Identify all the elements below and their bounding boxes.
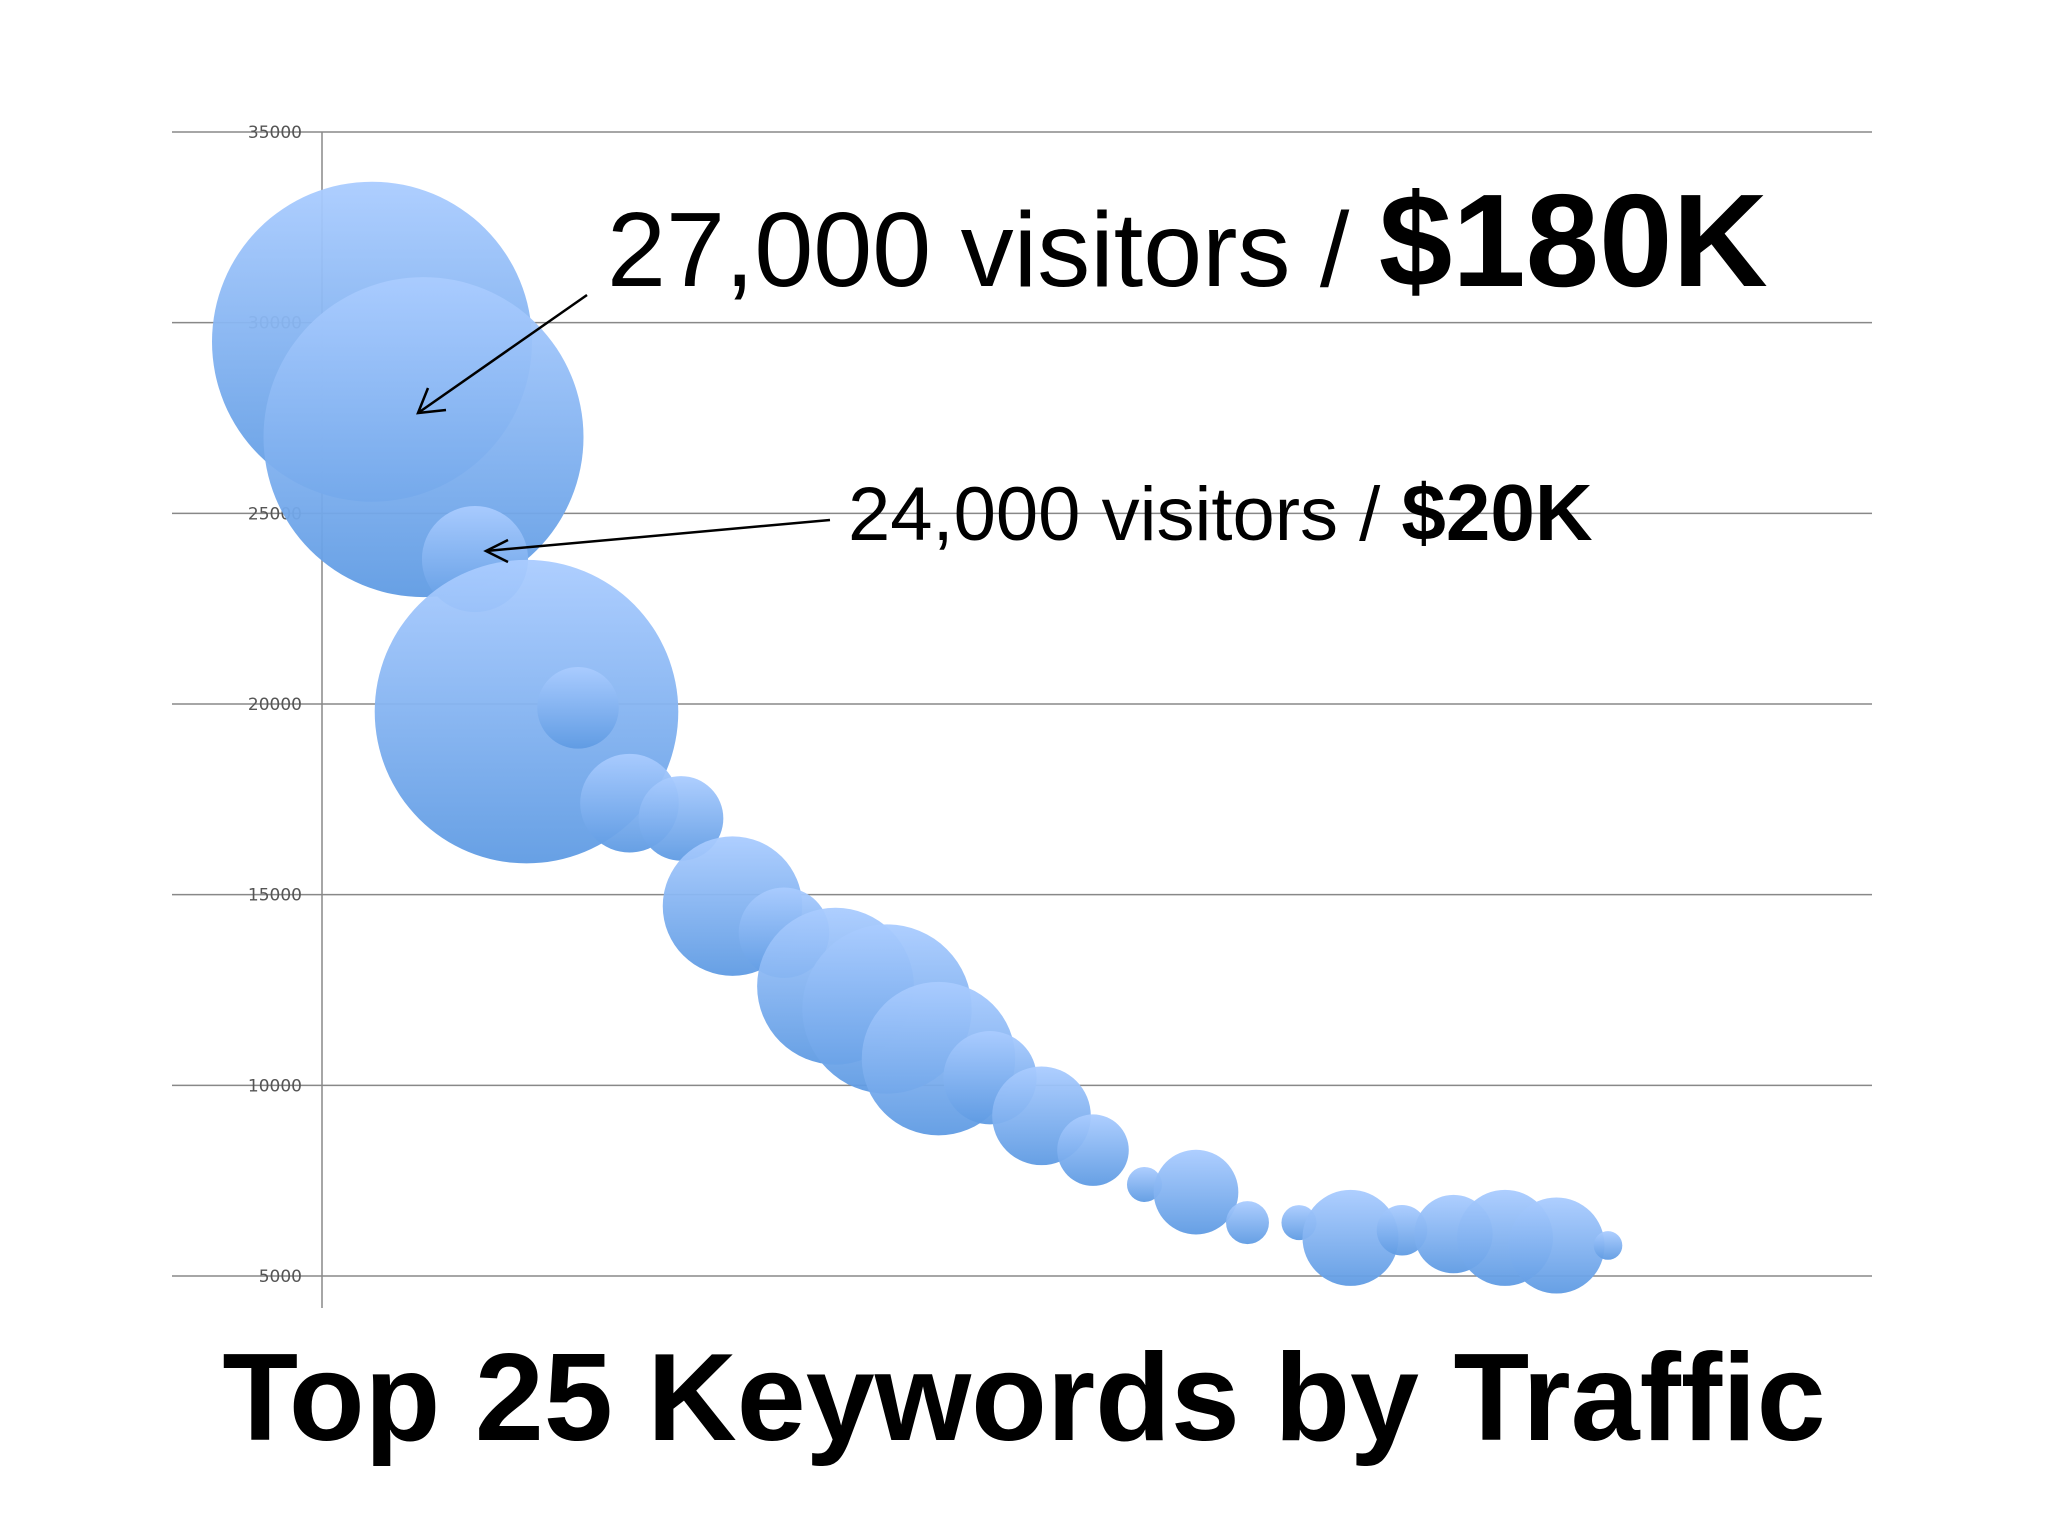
bubble-point-7 [638, 776, 724, 861]
y-tick-label: 15000 [248, 886, 302, 906]
annotation-mid-label: 24,000 visitors / $20K [848, 468, 1593, 557]
annotation-top: 27,000 visitors / $180K [416, 167, 1768, 415]
annotation-top-text: 27,000 visitors / [607, 191, 1379, 309]
bubble-point-15 [1057, 1114, 1129, 1186]
y-tick-label: 5000 [259, 1267, 302, 1287]
annotation-top-label: 27,000 visitors / $180K [607, 167, 1768, 314]
bubble-point-25 [1593, 1231, 1623, 1260]
annotation-mid-arrow [483, 518, 831, 564]
annotation-mid: 24,000 visitors / $20K [483, 468, 1593, 564]
bubble-point-5 [537, 667, 619, 749]
bubble-series [212, 181, 1623, 1294]
annotation-mid-text: 24,000 visitors / [848, 472, 1401, 557]
annotation-top-value: $180K [1379, 167, 1768, 314]
annotation-mid-value: $20K [1401, 468, 1592, 557]
y-tick-label: 20000 [248, 695, 302, 715]
bubble-point-20 [1302, 1189, 1399, 1286]
bubble-point-16 [1126, 1166, 1163, 1203]
y-tick-label: 10000 [248, 1076, 302, 1096]
bubble-point-24 [1508, 1197, 1605, 1294]
bubble-point-21 [1376, 1204, 1428, 1256]
bubble-point-18 [1226, 1201, 1269, 1245]
y-tick-label: 35000 [248, 123, 302, 143]
annotation-top-arrow [416, 293, 588, 415]
bubble-point-17 [1153, 1149, 1239, 1235]
chart-title: Top 25 Keywords by Traffic [222, 1329, 1825, 1467]
